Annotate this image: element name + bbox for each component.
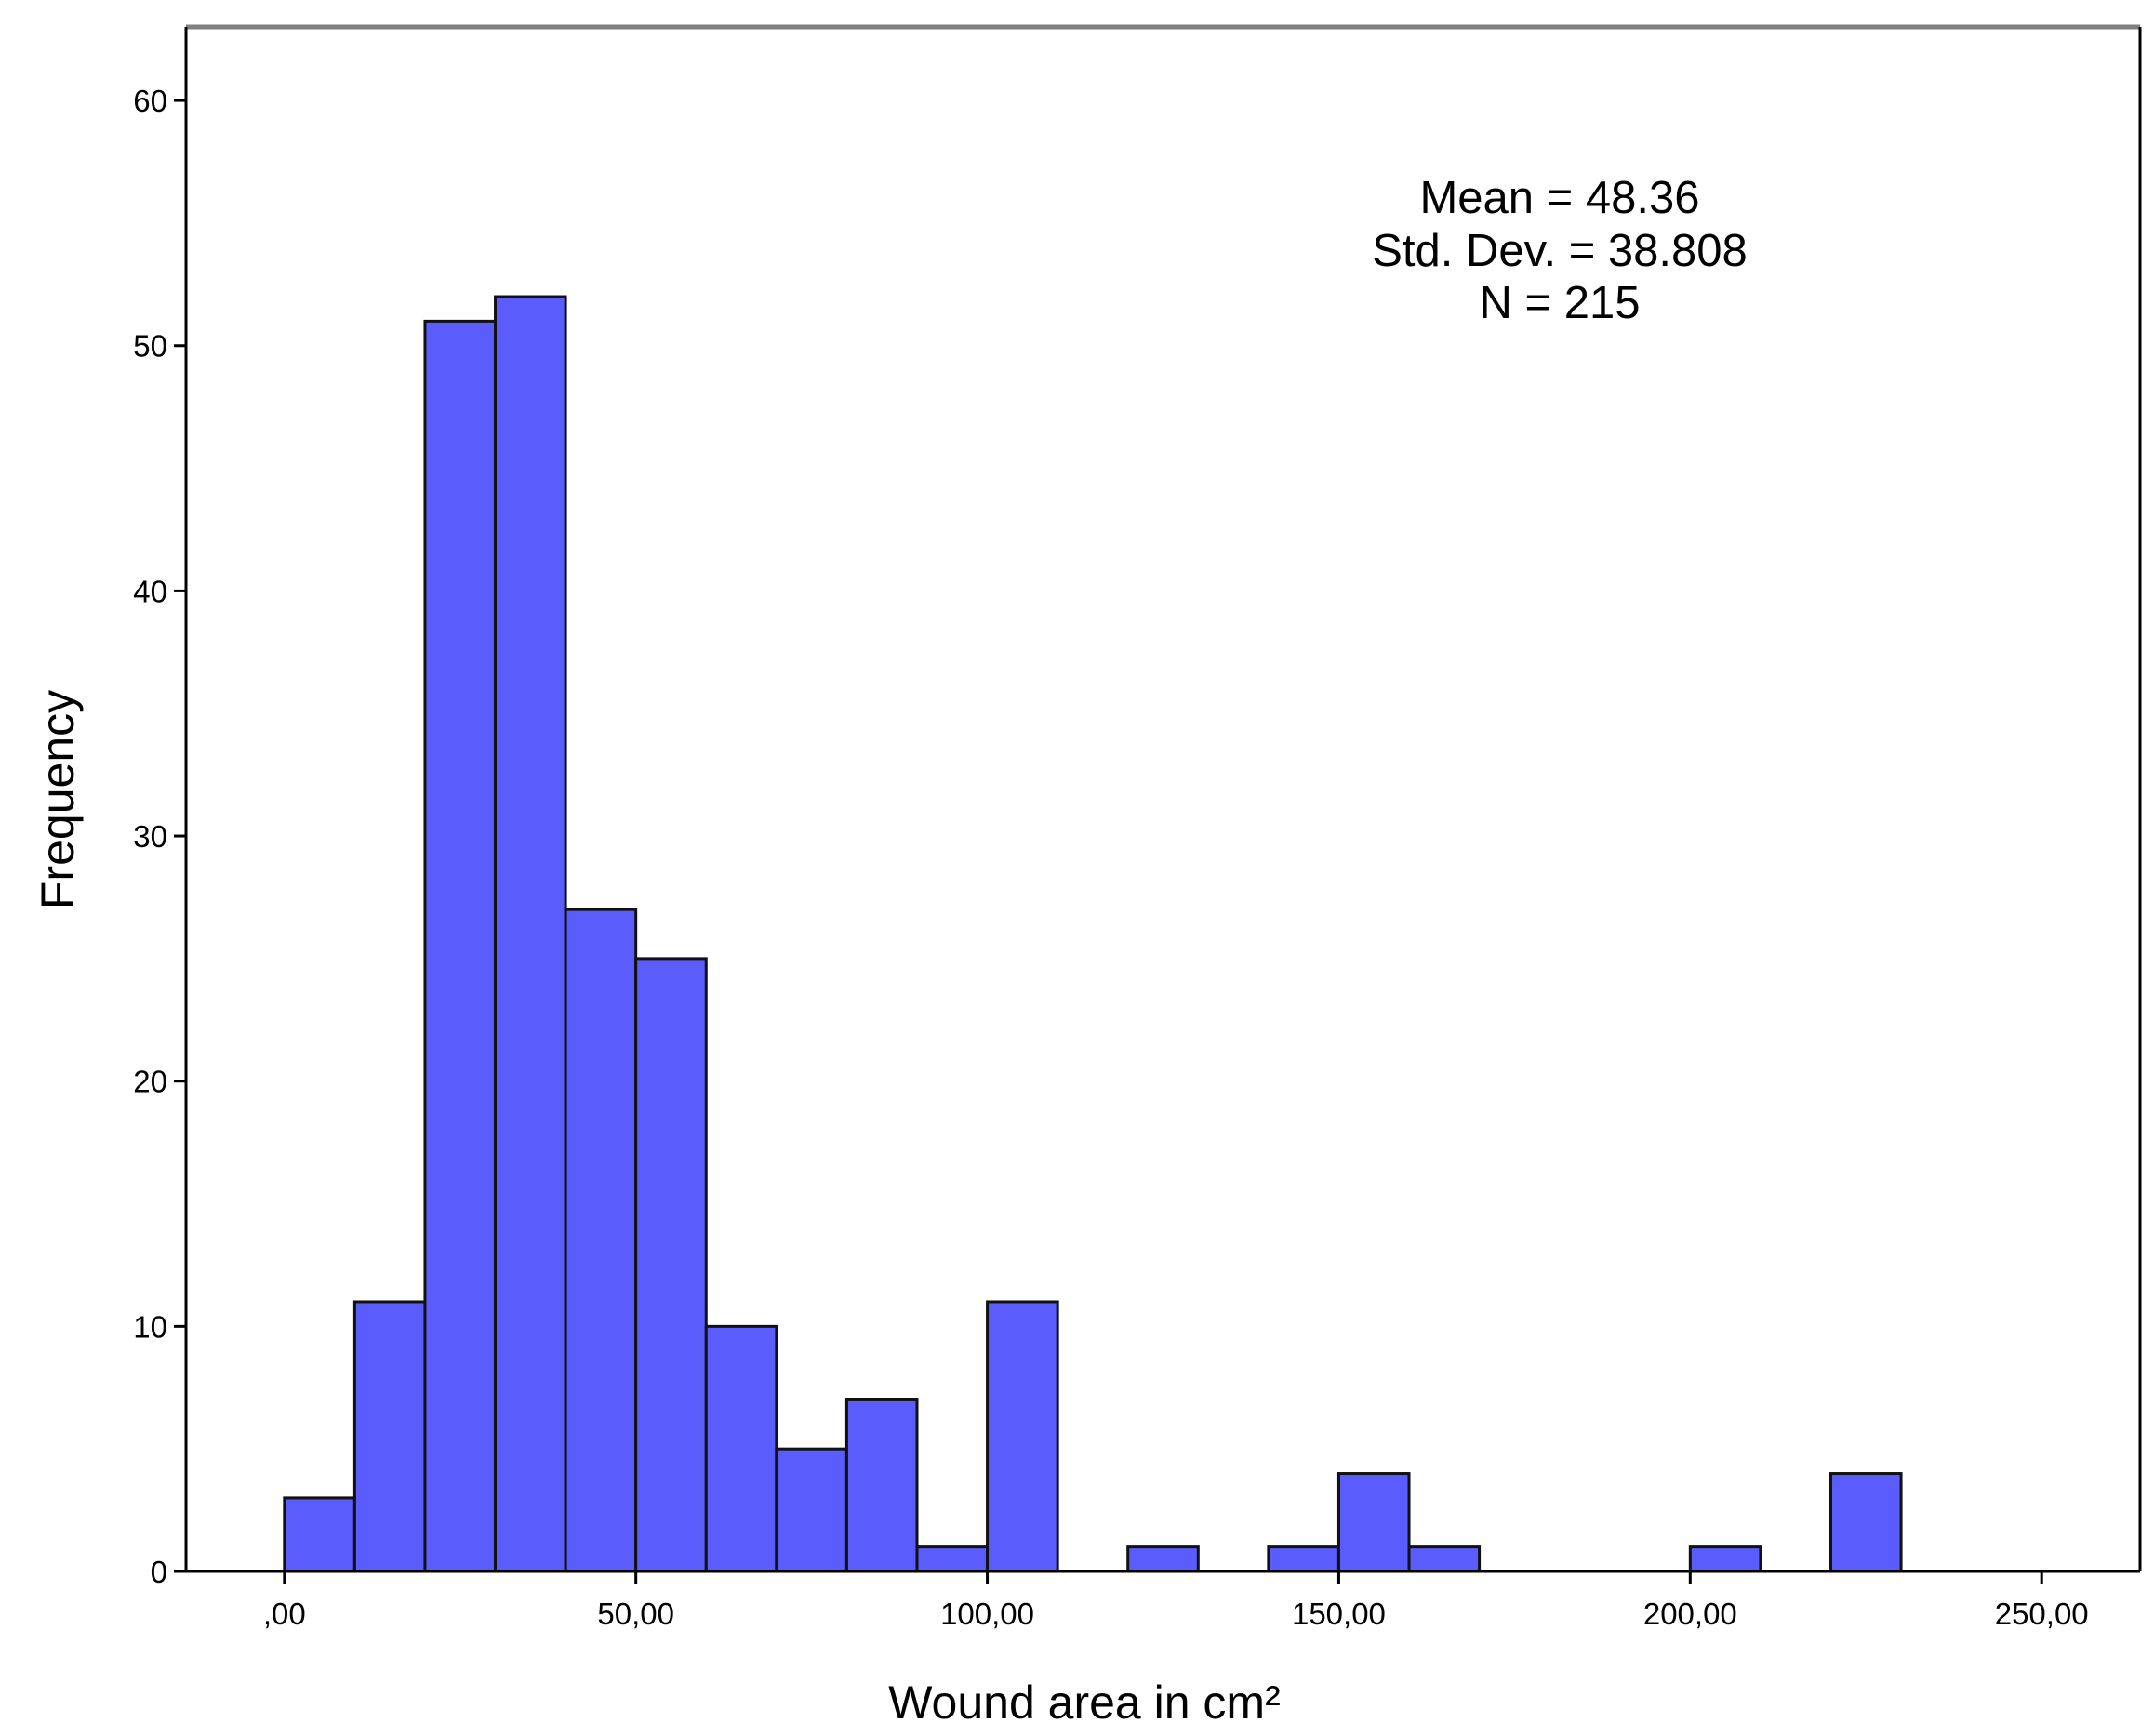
histogram-bar [915,1545,990,1573]
y-tick-label: 20 [133,1065,167,1099]
histogram-bar [564,908,638,1573]
stat-mean: Mean = 48.36 [1419,173,1699,223]
histogram-bar [1336,1472,1411,1573]
y-axis-title: Frequency [32,690,84,909]
y-tick-label: 60 [133,84,167,118]
y-tick-label: 50 [133,329,167,364]
x-tick-label: 100,00 [940,1597,1034,1631]
histogram-bar [1828,1472,1903,1573]
histogram-bar [986,1300,1059,1573]
y-tick-label: 30 [133,819,167,854]
statistics-box: Mean = 48.36 Std. Dev. = 38.808 N = 215 [1372,173,1748,328]
histogram-bar [494,295,567,1573]
histogram-bar [634,957,708,1573]
histogram-bar [1688,1545,1762,1573]
histogram-bar [423,319,498,1573]
stat-n: N = 215 [1480,278,1641,328]
y-axis-ticks: 0 10 20 30 40 50 60 [133,84,186,1589]
histogram-bar [1407,1545,1482,1573]
plot-frame [184,24,2142,1573]
x-tick-label: 50,00 [597,1597,674,1631]
y-tick-label: 40 [133,574,167,608]
x-axis-title: Wound area in cm² [888,1676,1280,1729]
histogram-bars [283,295,1903,1573]
histogram-bar [1267,1545,1340,1573]
histogram-bar [1126,1545,1200,1573]
x-tick-label: 150,00 [1292,1597,1386,1631]
stat-std-dev: Std. Dev. = 38.808 [1372,226,1748,276]
x-axis-ticks: ,00 50,00 100,00 150,00 200,00 250,00 [263,1571,2089,1631]
x-tick-label: ,00 [263,1597,306,1631]
histogram-bar [775,1447,848,1573]
x-tick-label: 200,00 [1643,1597,1737,1631]
histogram-bar [704,1324,778,1573]
histogram-bar [352,1300,427,1573]
histogram-bar [844,1398,919,1573]
histogram-bar [283,1496,356,1573]
y-tick-label: 10 [133,1309,167,1344]
y-tick-label: 0 [151,1555,167,1589]
x-tick-label: 250,00 [1995,1597,2089,1631]
